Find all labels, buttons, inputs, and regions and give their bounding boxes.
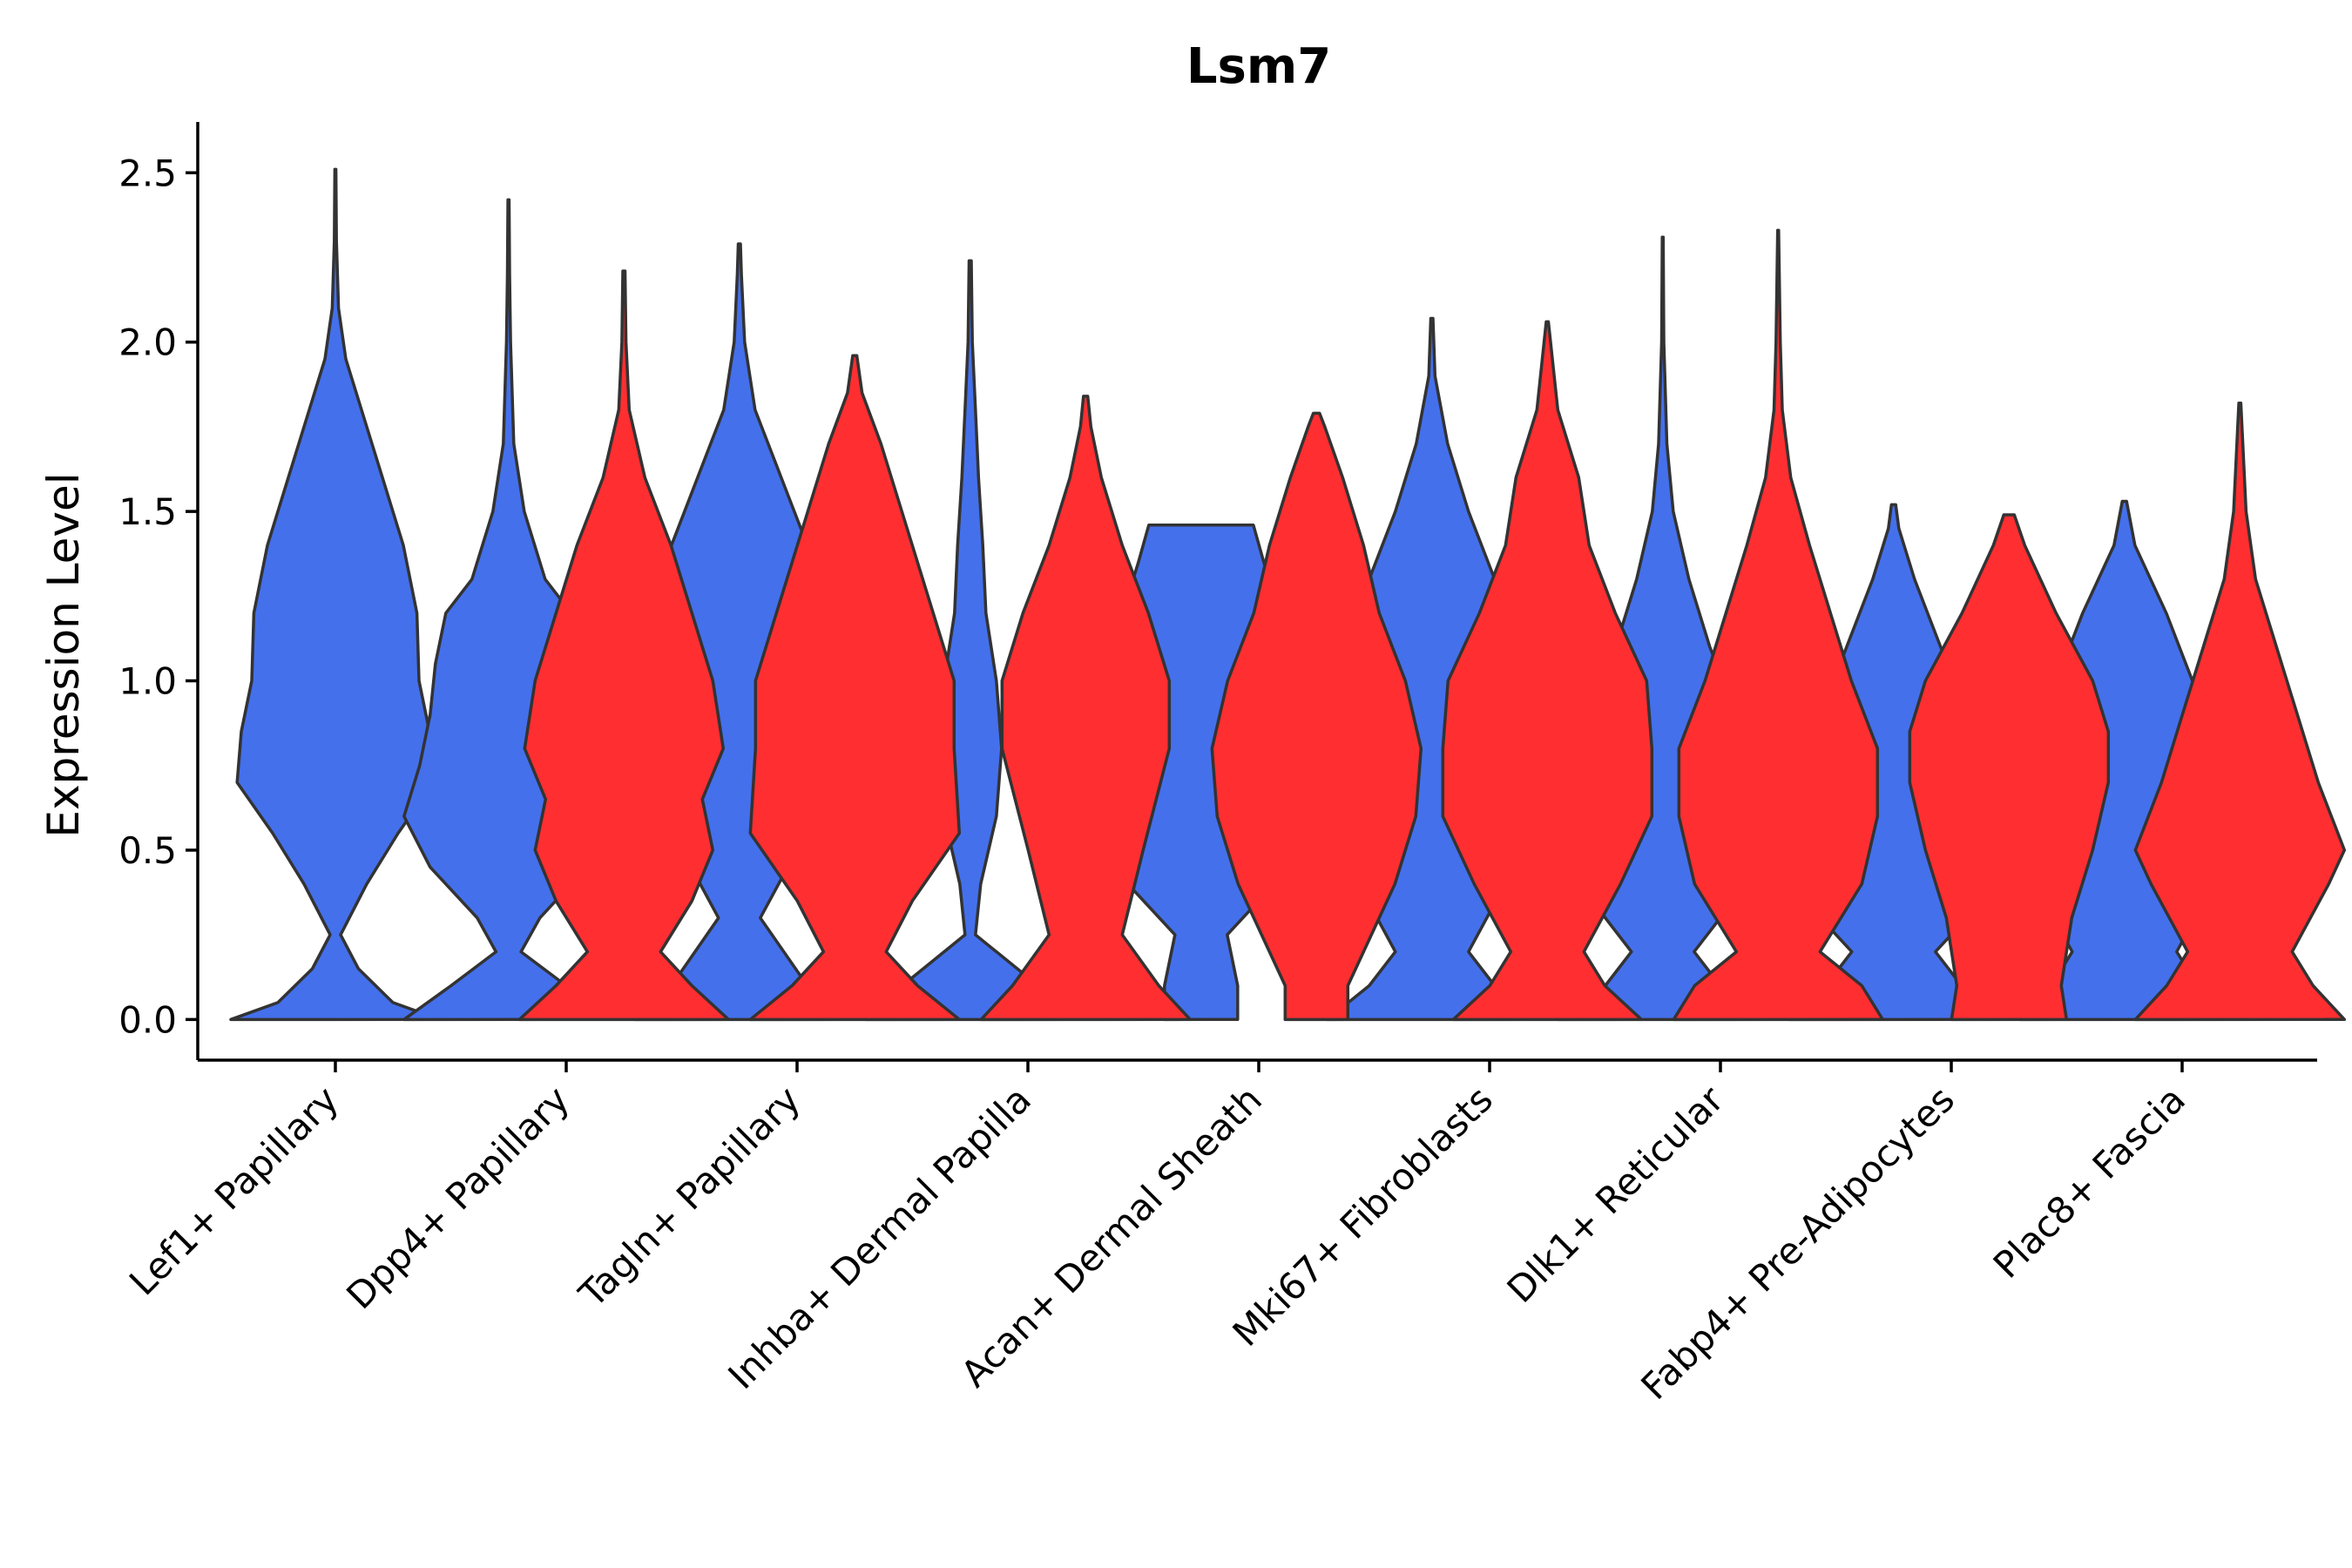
violin-group2-7 (1908, 513, 2111, 1022)
violin-group2-4 (1210, 411, 1423, 1022)
violin-group2-3 (979, 395, 1193, 1022)
x-tick-label: Mki67+ Fibroblasts (1225, 1078, 1501, 1354)
chart-title: Lsm7 (1186, 38, 1331, 95)
x-tick-label: Lef1+ Papillary (121, 1078, 347, 1303)
y-tick-label: 1.0 (118, 660, 177, 703)
y-tick-label: 1.5 (118, 490, 177, 533)
y-tick-label: 2.0 (118, 321, 177, 364)
violin-group2-1 (517, 269, 731, 1022)
x-tick-label: Dpp4+ Papillary (338, 1078, 578, 1317)
x-tick-label: Tagln+ Papillary (571, 1078, 808, 1315)
y-tick-label: 2.5 (118, 152, 177, 194)
violins-layer (229, 167, 2347, 1022)
violin-group1-3 (864, 259, 1077, 1022)
x-tick-label: Plac8+ Fascia (1985, 1078, 2193, 1286)
violin-group2-6 (1672, 228, 1885, 1022)
y-tick-label: 0.5 (118, 829, 177, 872)
violin-group2-2 (748, 354, 962, 1022)
violin-group2-5 (1441, 320, 1654, 1022)
x-tick-label: Dlk1+ Reticular (1499, 1078, 1733, 1311)
violin-group1-0 (229, 167, 442, 1022)
y-tick-label: 0.0 (118, 998, 177, 1041)
y-axis-label: Expression Level (38, 472, 89, 837)
violin-group2-8 (2133, 401, 2347, 1022)
